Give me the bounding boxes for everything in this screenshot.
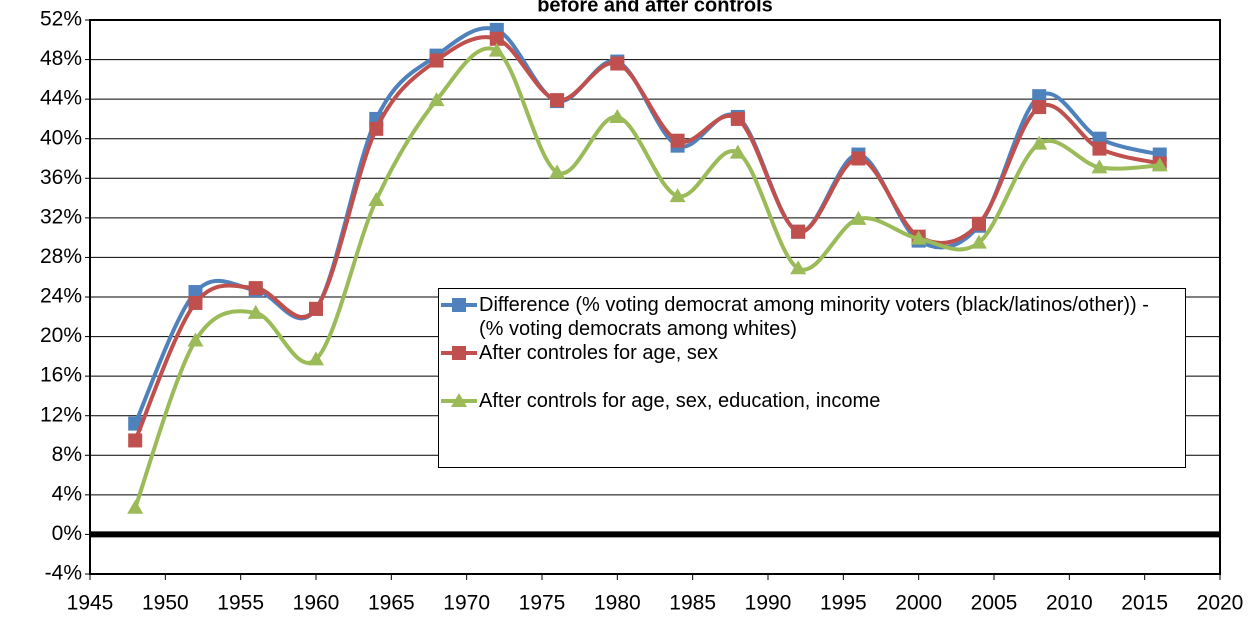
marker (428, 92, 445, 107)
x-tick-label: 1955 (217, 592, 264, 615)
marker (451, 393, 467, 407)
marker (1032, 89, 1047, 104)
x-tick-label: 1970 (443, 592, 490, 615)
y-tick-label: 4% (52, 482, 82, 505)
marker (368, 192, 385, 207)
x-tick-label: 1960 (293, 592, 340, 615)
legend-entry: After controls for age, sex, education, … (439, 389, 1185, 413)
x-tick-label: 1945 (67, 592, 114, 615)
y-tick-label: 16% (40, 364, 82, 387)
marker (308, 351, 324, 366)
marker (188, 295, 203, 310)
y-tick-label: 20% (40, 324, 82, 347)
marker (910, 230, 927, 245)
marker (248, 281, 263, 296)
marker (429, 53, 444, 68)
x-tick-label: 2000 (895, 592, 942, 615)
plot-frame (89, 19, 1221, 575)
y-tick-label: 0% (52, 522, 82, 545)
legend-label: After controls for age, sex, education, … (479, 390, 881, 412)
x-tick-label: 1965 (368, 592, 415, 615)
x-tick-label: 1995 (820, 592, 867, 615)
legend-swatch (441, 346, 477, 360)
y-tick-label: 28% (40, 245, 82, 268)
marker (187, 332, 204, 347)
marker (247, 304, 264, 319)
marker (1032, 100, 1047, 115)
legend-entry: Difference (% voting democrat among mino… (439, 293, 1185, 341)
marker (970, 234, 987, 249)
marker (1031, 135, 1048, 150)
x-tick-label: 2020 (1197, 592, 1244, 615)
x-tick-label: 1975 (519, 592, 566, 615)
marker (452, 298, 466, 312)
marker (670, 133, 685, 148)
y-tick-label: -4% (45, 562, 82, 585)
marker (790, 260, 807, 275)
x-tick-label: 1985 (669, 592, 716, 615)
marker (550, 93, 565, 108)
marker (851, 151, 866, 166)
marker (549, 164, 566, 179)
marker (791, 224, 806, 239)
marker (127, 499, 144, 514)
marker (610, 56, 625, 71)
y-tick-label: 40% (40, 126, 82, 149)
x-tick-label: 1950 (142, 592, 189, 615)
y-tick-label: 44% (40, 87, 82, 110)
x-tick-label: 2015 (1121, 592, 1168, 615)
marker (730, 111, 745, 126)
marker (1092, 141, 1107, 156)
y-tick-label: 36% (40, 166, 82, 189)
legend: Difference (% voting democrat among mino… (438, 288, 1186, 468)
marker (729, 144, 746, 159)
chart-title: before and after controls (537, 0, 773, 16)
marker (369, 121, 384, 136)
legend-swatch (441, 393, 477, 407)
legend-swatch (441, 298, 477, 312)
x-tick-label: 1990 (745, 592, 792, 615)
marker (850, 210, 867, 225)
legend-label: Difference (% voting democrat among mino… (479, 294, 1149, 340)
marker (971, 216, 986, 231)
marker (188, 285, 203, 300)
x-tick-label: 2005 (971, 592, 1018, 615)
x-tick-label: 1980 (594, 592, 641, 615)
marker (1151, 157, 1168, 172)
marker (669, 188, 686, 203)
marker (128, 433, 143, 448)
marker (488, 42, 505, 57)
y-tick-label: 48% (40, 47, 82, 70)
marker (1091, 159, 1108, 174)
y-tick-label: 8% (52, 443, 82, 466)
y-tick-label: 52% (40, 8, 82, 31)
marker (489, 31, 504, 46)
y-tick-label: 32% (40, 205, 82, 228)
x-tick-label: 2010 (1046, 592, 1093, 615)
marker (309, 301, 323, 316)
marker (609, 108, 626, 123)
legend-label: After controles for age, sex (479, 342, 719, 364)
marker (452, 346, 466, 360)
y-tick-label: 12% (40, 403, 82, 426)
legend-entry: After controles for age, sex (439, 341, 1185, 365)
y-tick-label: 24% (40, 285, 82, 308)
